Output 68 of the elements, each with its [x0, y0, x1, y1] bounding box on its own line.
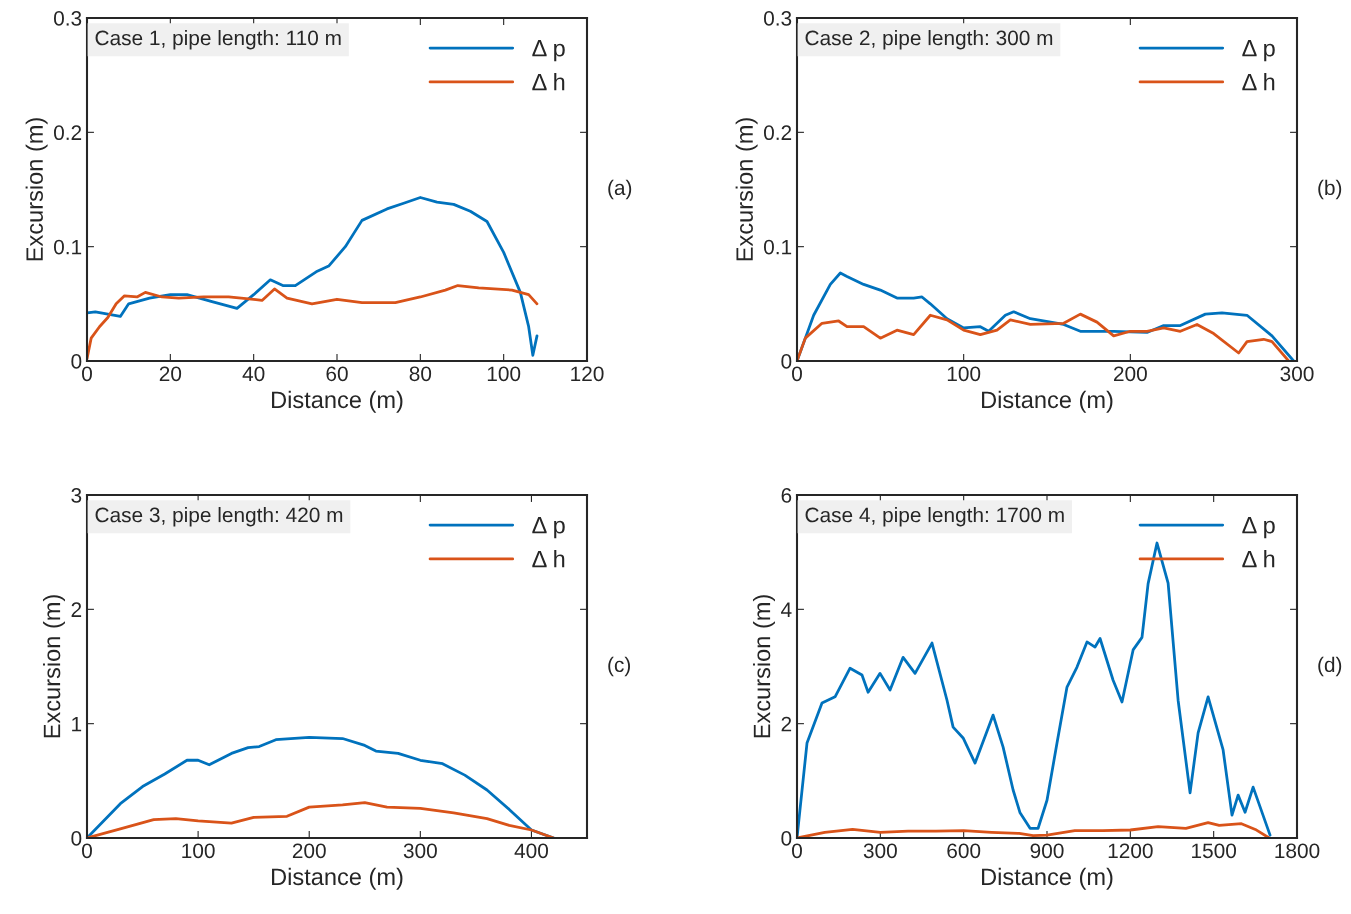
x-tick-label: 1200: [1108, 843, 1153, 859]
y-tick-label: 0: [781, 354, 792, 369]
x-axis-title: Distance (m): [272, 867, 403, 890]
x-tick-label: 100: [182, 843, 215, 859]
x-tick-label: 0: [792, 366, 802, 382]
y-tick-label: 0.2: [53, 125, 82, 141]
line-series: [797, 312, 1291, 361]
x-tick-label: 0: [82, 843, 92, 859]
line-series: [797, 821, 1271, 838]
x-tick-label: 400: [514, 843, 549, 859]
x-tick-label: 1800: [1275, 843, 1320, 859]
y-axis-title: Excursion (m): [25, 118, 48, 261]
x-tick-label: 900: [1030, 843, 1064, 859]
y-tick-label: 1: [72, 716, 82, 732]
y-tick-label: 0.3: [763, 11, 792, 26]
y-tick-label: 0: [781, 831, 792, 846]
y-axis-title: Excursion (m): [735, 118, 758, 261]
x-axis-title: Distance (m): [982, 867, 1113, 890]
annotation: Case 3, pipe length: 420 m: [95, 507, 343, 527]
y-axis-title: Excursion (m): [752, 595, 775, 738]
annotation: Case 2, pipe length: 300 m: [805, 30, 1053, 50]
line-series: [87, 284, 539, 361]
legend-label: Δ p: [532, 40, 565, 62]
y-tick-label: 3: [71, 488, 82, 503]
legend-label: Δ p: [1242, 517, 1275, 539]
y-tick-label: 2: [71, 602, 82, 617]
x-tick-label: 60: [326, 366, 348, 382]
x-tick-label: 600: [947, 843, 981, 859]
y-tick-label: 0.2: [763, 125, 792, 141]
x-tick-label: 300: [1280, 366, 1314, 382]
y-tick-label: 2: [781, 716, 792, 732]
y-tick-label: 4: [781, 602, 792, 617]
x-tick-label: 200: [1114, 366, 1147, 382]
y-tick-label: 0: [71, 354, 82, 369]
legend-label: Δ h: [1242, 550, 1275, 568]
x-tick-label: 200: [292, 843, 326, 859]
text: (c): [608, 656, 630, 677]
x-tick-label: 20: [159, 366, 182, 382]
x-tick-label: 0: [792, 843, 802, 859]
x-axis-title: Distance (m): [982, 390, 1113, 413]
y-tick-label: 6: [781, 488, 792, 503]
y-tick-label: 0.1: [763, 239, 792, 255]
y-tick-label: 0: [71, 831, 82, 846]
x-tick-label: 300: [403, 843, 437, 859]
y-tick-label: 0.3: [53, 11, 82, 26]
x-tick-label: 300: [863, 843, 897, 859]
legend-label: Δ h: [1242, 73, 1275, 91]
legend-label: Δ p: [1242, 40, 1275, 62]
y-tick-label: 0.1: [53, 239, 82, 255]
x-tick-label: 100: [487, 366, 521, 382]
text: (a): [608, 179, 632, 200]
x-tick-label: 120: [571, 366, 604, 382]
legend-label: Δ p: [532, 517, 565, 539]
x-tick-label: 1500: [1192, 843, 1237, 859]
line-series: [87, 196, 539, 357]
x-tick-label: 100: [947, 366, 981, 382]
line-series: [87, 801, 556, 838]
annotation: Case 4, pipe length: 1700 m: [805, 507, 1064, 527]
text: (b): [1318, 179, 1342, 200]
x-axis-title: Distance (m): [272, 390, 403, 413]
x-tick-label: 80: [409, 366, 432, 382]
annotation: Case 1, pipe length: 110 m: [95, 30, 341, 50]
y-axis-title: Excursion (m): [42, 595, 65, 738]
x-tick-label: 0: [82, 366, 92, 382]
text: (d): [1318, 656, 1342, 677]
legend-label: Δ h: [532, 73, 565, 91]
legend-label: Δ h: [532, 550, 565, 568]
x-tick-label: 40: [242, 366, 265, 382]
